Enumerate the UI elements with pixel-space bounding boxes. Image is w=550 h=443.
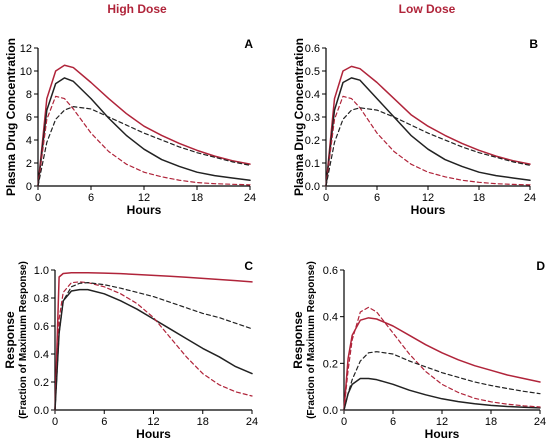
series-line-black-solid [37,77,251,187]
series-line-red-solid [37,64,251,187]
y-tick-label: 0.0 [305,181,320,193]
y-axis-title: Response [291,311,305,369]
y-tick-label: 0.2 [323,358,338,370]
x-tick-label: 6 [374,192,380,204]
x-tick-label: 12 [138,192,150,204]
series-line-red-dashed [37,95,251,187]
y-tick-label: 12 [20,43,32,55]
x-tick-label: 12 [422,192,434,204]
series-line-red-dashed [343,306,541,411]
y-tick-label: 0.0 [34,405,49,417]
x-tick-label: 0 [323,192,329,204]
y-tick-label: 6 [26,112,32,124]
x-tick-label: 24 [534,416,546,428]
y-axis-title: Plasma Drug Concentration [4,38,18,196]
series-line-red-dashed [54,281,253,411]
y-axis-subtitle: (Fraction of Maximum Response) [18,261,29,419]
y-tick-label: 2 [26,158,32,170]
y-tick-label: 0.6 [323,265,338,277]
x-tick-label: 6 [390,416,396,428]
y-tick-label: 0.6 [34,321,49,333]
panel-letter: C [244,259,253,273]
x-axis-title: Hours [411,203,446,217]
panel-letter: B [529,37,538,51]
y-tick-label: 0.4 [34,349,49,361]
y-tick-label: 0.2 [305,135,320,147]
panel-c-chart: 0 6 12 18 24 0.0 0.2 0.4 0.6 0.8 1.0 Hours Response(… [3,259,258,441]
x-tick-label: 24 [244,192,256,204]
x-tick-label: 0 [341,416,347,428]
series-line-black-dashed [37,106,251,187]
panel-letter: A [244,37,253,51]
x-tick-label: 18 [485,416,497,428]
x-tick-label: 18 [473,192,485,204]
y-tick-label: 0.8 [34,293,49,305]
x-tick-label: 6 [88,192,94,204]
series-line-black-dashed [54,282,253,411]
x-axis-title: Hours [136,427,171,441]
y-tick-label: 0.6 [305,43,320,55]
y-tick-label: 10 [20,66,32,78]
header-low-dose: Low Dose [399,2,456,16]
y-tick-label: 0.5 [305,66,320,78]
series-line-black-solid [54,288,253,411]
series-line-red-solid [325,65,531,187]
series-line-red-solid [343,317,541,411]
y-tick-label: 4 [26,135,32,147]
x-tick-label: 0 [35,192,41,204]
y-tick-label: 0.2 [34,377,49,389]
series-line-black-dashed [325,107,531,187]
y-tick-label: 0.0 [323,405,338,417]
series-line-black-solid [325,77,531,187]
series-line-black-dashed [343,351,541,411]
panel-b-chart: 0 6 12 18 24 0.0 0.1 0.2 0.3 0.4 0.5 0.6 Hours Plasma… [292,37,538,217]
series-line-black-solid [343,377,541,411]
series-line-red-dashed [325,95,531,187]
x-tick-label: 12 [147,416,159,428]
header-high-dose: High Dose [107,2,167,16]
y-axis-title: Plasma Drug Concentration [292,38,306,196]
y-tick-label: 1.0 [34,265,49,277]
x-axis-title: Hours [425,427,460,441]
panel-letter: D [536,259,545,273]
x-tick-label: 0 [52,416,58,428]
x-tick-label: 18 [191,192,203,204]
x-tick-label: 12 [436,416,448,428]
y-tick-label: 0 [26,181,32,193]
x-tick-label: 6 [101,416,107,428]
y-tick-label: 0.4 [305,89,320,101]
y-axis-title: Response [3,311,17,369]
y-tick-label: 0.1 [305,158,320,170]
y-tick-label: 8 [26,89,32,101]
x-tick-label: 18 [197,416,209,428]
series-line-red-solid [54,272,253,411]
x-tick-label: 24 [246,416,258,428]
y-tick-label: 0.3 [305,112,320,124]
y-axis-subtitle: (Fraction of Maximum Response) [306,261,317,419]
panel-d-chart: 0 6 12 18 24 0.0 0.2 0.4 0.6 Hours Response (Fracti… [291,259,546,441]
y-tick-label: 0.4 [323,312,338,324]
x-tick-label: 24 [524,192,536,204]
x-axis-title: Hours [127,203,162,217]
